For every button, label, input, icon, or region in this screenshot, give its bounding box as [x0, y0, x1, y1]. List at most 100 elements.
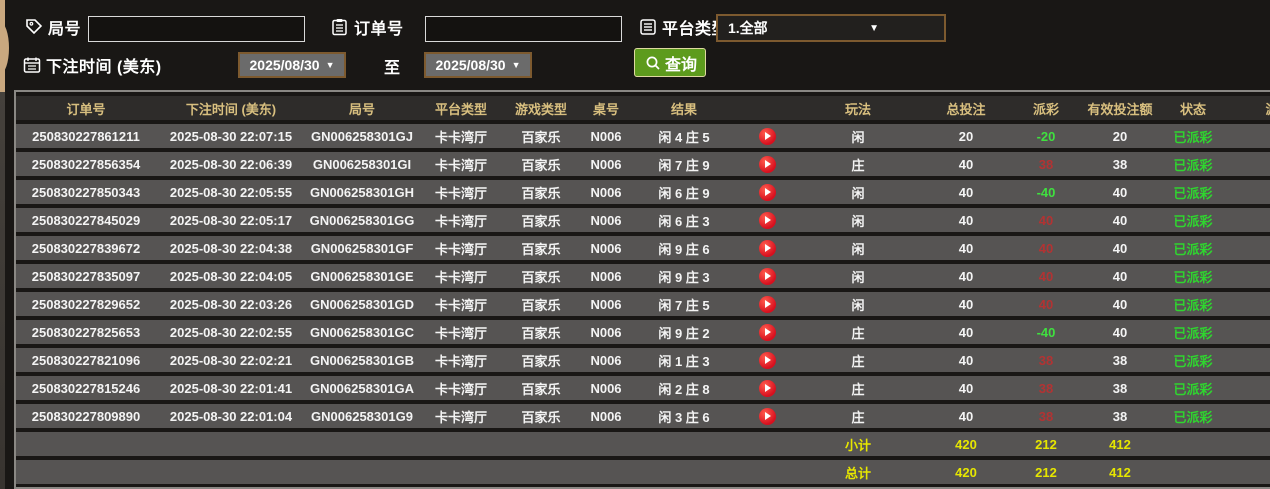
cell-valid-bet: 40 [1076, 180, 1164, 204]
cell-play [734, 320, 800, 344]
bet-time-field-group: 下注时间 (美东) [22, 53, 162, 77]
order-number-label: 订单号 [354, 21, 404, 38]
platform-type-field-group: 平台类型 [638, 15, 728, 39]
chevron-down-icon: ▼ [325, 60, 335, 70]
cell-table-number: N006 [578, 180, 634, 204]
cell-order-number: 250830227861211 [16, 124, 156, 148]
cell-bet-time: 2025-08-30 22:05:17 [156, 208, 306, 232]
play-video-button[interactable] [758, 155, 776, 173]
cell-bet-type: 闲 [800, 264, 916, 288]
cell-total-bet: 40 [916, 404, 1016, 428]
cell-payout: 38 [1016, 376, 1076, 400]
play-video-button[interactable] [758, 211, 776, 229]
cell-table-number: N006 [578, 208, 634, 232]
cell-extra [1222, 404, 1270, 428]
col-header-round: 局号 [306, 96, 418, 120]
cell-order-number: 250830227809890 [16, 404, 156, 428]
cell-valid-bet: 38 [1076, 376, 1164, 400]
cell-valid-bet: 20 [1076, 124, 1164, 148]
cell-play [734, 376, 800, 400]
clipboard-icon [330, 18, 349, 37]
play-video-button[interactable] [758, 267, 776, 285]
cell-round-number: GN006258301GJ [306, 124, 418, 148]
cell-valid-bet: 40 [1076, 264, 1164, 288]
cell-play [734, 124, 800, 148]
cell-extra [1222, 292, 1270, 316]
cell-result: 闲 3 庄 6 [634, 404, 734, 428]
total-valid-bet: 412 [1076, 460, 1164, 484]
cell-platform-type: 卡卡湾厅 [418, 376, 504, 400]
cell-platform-type: 卡卡湾厅 [418, 208, 504, 232]
cell-result: 闲 6 庄 9 [634, 180, 734, 204]
bet-time-label: 下注时间 (美东) [46, 59, 162, 76]
col-header-play [734, 96, 800, 120]
play-video-button[interactable] [758, 295, 776, 313]
cell-payout: 40 [1016, 208, 1076, 232]
table-row: 250830227845029 2025-08-30 22:05:17 GN00… [16, 208, 1270, 232]
search-icon [643, 53, 662, 72]
cell-payout: 38 [1016, 348, 1076, 372]
play-video-button[interactable] [758, 379, 776, 397]
cell-extra [1222, 152, 1270, 176]
play-video-button[interactable] [758, 239, 776, 257]
platform-type-select[interactable]: 1.全部 ▼ [716, 14, 946, 42]
cell-status: 已派彩 [1164, 292, 1222, 316]
query-button[interactable]: 查询 [634, 48, 707, 77]
cell-order-number: 250830227829652 [16, 292, 156, 316]
cell-payout: 38 [1016, 152, 1076, 176]
cell-bet-time: 2025-08-30 22:04:38 [156, 236, 306, 260]
subtotal-total-bet: 420 [916, 432, 1016, 456]
cell-round-number: GN006258301GG [306, 208, 418, 232]
cell-bet-time: 2025-08-30 22:07:15 [156, 124, 306, 148]
cell-order-number: 250830227845029 [16, 208, 156, 232]
cell-platform-type: 卡卡湾厅 [418, 292, 504, 316]
cell-game-type: 百家乐 [504, 264, 578, 288]
cell-round-number: GN006258301GA [306, 376, 418, 400]
cell-table-number: N006 [578, 348, 634, 372]
cell-round-number: GN006258301G9 [306, 404, 418, 428]
col-header-total-bet: 总投注 [916, 96, 1016, 120]
cell-payout: 38 [1016, 404, 1076, 428]
chevron-down-icon: ▼ [511, 60, 521, 70]
cell-game-type: 百家乐 [504, 404, 578, 428]
table-row: 250830227815246 2025-08-30 22:01:41 GN00… [16, 376, 1270, 400]
col-header-order: 订单号 [16, 96, 156, 120]
play-video-button[interactable] [758, 323, 776, 341]
round-number-input[interactable] [88, 16, 305, 42]
cell-payout: -20 [1016, 124, 1076, 148]
cell-result: 闲 2 庄 8 [634, 376, 734, 400]
cell-bet-type: 庄 [800, 348, 916, 372]
cell-bet-type: 闲 [800, 292, 916, 316]
col-header-bet-time: 下注时间 (美东) [156, 96, 306, 120]
cell-result: 闲 9 庄 3 [634, 264, 734, 288]
cell-table-number: N006 [578, 320, 634, 344]
cell-game-type: 百家乐 [504, 376, 578, 400]
cell-total-bet: 40 [916, 208, 1016, 232]
cell-platform-type: 卡卡湾厅 [418, 152, 504, 176]
cell-status: 已派彩 [1164, 404, 1222, 428]
cell-valid-bet: 38 [1076, 348, 1164, 372]
cell-status: 已派彩 [1164, 236, 1222, 260]
subtotal-valid-bet: 412 [1076, 432, 1164, 456]
play-video-button[interactable] [758, 351, 776, 369]
cell-valid-bet: 40 [1076, 236, 1164, 260]
date-to-picker[interactable]: 2025/08/30 ▼ [424, 52, 532, 78]
cell-platform-type: 卡卡湾厅 [418, 180, 504, 204]
cell-bet-type: 庄 [800, 376, 916, 400]
col-header-table-no: 桌号 [578, 96, 634, 120]
cell-table-number: N006 [578, 236, 634, 260]
cell-bet-time: 2025-08-30 22:05:55 [156, 180, 306, 204]
cell-total-bet: 40 [916, 236, 1016, 260]
col-header-payout: 派彩 [1016, 96, 1076, 120]
cell-payout: -40 [1016, 320, 1076, 344]
play-video-button[interactable] [758, 407, 776, 425]
date-from-picker[interactable]: 2025/08/30 ▼ [238, 52, 346, 78]
play-video-button[interactable] [758, 127, 776, 145]
order-number-input[interactable] [425, 16, 622, 42]
play-video-button[interactable] [758, 183, 776, 201]
col-header-valid-bet: 有效投注额 [1076, 96, 1164, 120]
cell-play [734, 152, 800, 176]
cell-bet-time: 2025-08-30 22:01:41 [156, 376, 306, 400]
cell-bet-time: 2025-08-30 22:02:55 [156, 320, 306, 344]
cell-total-bet: 40 [916, 348, 1016, 372]
